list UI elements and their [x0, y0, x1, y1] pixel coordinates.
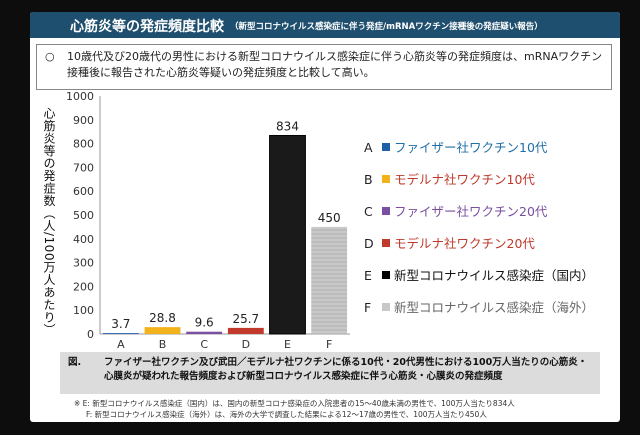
legend-letter: A	[364, 140, 373, 155]
x-tick-label-B: B	[159, 338, 167, 351]
footnote: ※ E: 新型コロナウイルス感染症（国内）は、国内の新型コロナ感染症の入院患者の…	[74, 398, 614, 420]
y-tick-label: 100	[73, 304, 94, 317]
page-title: 心筋炎等の発症頻度比較	[70, 19, 224, 35]
y-tick-label: 500	[73, 209, 94, 222]
figure-caption: 図. ファイザー社ワクチン及び武田／モデルナ社ワクチンに係る10代・20代男性に…	[60, 352, 600, 394]
y-tick-label: 800	[73, 138, 94, 151]
y-tick-label: 300	[73, 257, 94, 270]
page-subtitle: （新型コロナウイルス感染症に伴う発症/mRNAワクチン接種後の発症疑い報告）	[230, 22, 543, 32]
legend-item-A: A ファイザー社ワクチン10代	[364, 138, 547, 158]
slide: 心筋炎等の発症頻度比較 （新型コロナウイルス感染症に伴う発症/mRNAワクチン接…	[30, 12, 620, 422]
legend-swatch-icon	[382, 271, 390, 279]
legend-letter: C	[364, 204, 373, 219]
legend-label: ファイザー社ワクチン20代	[394, 204, 548, 219]
y-axis-label: 心筋炎等の発症数（人/100万人あたり）	[42, 106, 56, 336]
legend-label: 新型コロナウイルス感染症（国内）	[394, 268, 595, 283]
data-label-F: 450	[318, 211, 341, 225]
x-tick-label-A: A	[117, 338, 125, 351]
bar-F	[311, 226, 348, 334]
circle-bullet-icon: ○	[45, 50, 55, 63]
data-label-E: 834	[276, 120, 299, 134]
y-tick-label: 200	[73, 280, 94, 293]
x-tick-label-C: C	[200, 338, 208, 351]
legend-item-F: F 新型コロナウイルス感染症（海外）	[364, 298, 594, 318]
legend-item-C: C ファイザー社ワクチン20代	[364, 202, 547, 222]
y-tick-label: 400	[73, 233, 94, 246]
legend-letter: E	[364, 268, 372, 283]
figure-caption-text: ファイザー社ワクチン及び武田／モデルナ社ワクチンに係る10代・20代男性における…	[104, 357, 588, 382]
legend-label: 新型コロナウイルス感染症（海外）	[394, 300, 595, 315]
footnote-line-1: ※ E: 新型コロナウイルス感染症（国内）は、国内の新型コロナ感染症の入院患者の…	[74, 399, 515, 408]
x-tick-label-F: F	[326, 338, 332, 351]
bar-A	[102, 333, 139, 334]
bar-C	[186, 331, 223, 334]
bar-D	[227, 327, 264, 334]
legend-swatch-icon	[382, 303, 390, 311]
legend-item-E: E 新型コロナウイルス感染症（国内）	[364, 266, 594, 286]
legend-item-D: D モデルナ社ワクチン20代	[364, 234, 535, 254]
header-bar: 心筋炎等の発症頻度比較 （新型コロナウイルス感染症に伴う発症/mRNAワクチン接…	[30, 12, 620, 38]
legend-swatch-icon	[382, 207, 390, 215]
legend-swatch-icon	[382, 239, 390, 247]
y-tick-label: 700	[73, 161, 94, 174]
figure-label: 図.	[68, 357, 82, 368]
summary-note: ○ 10歳代及び20歳代の男性における新型コロナウイルス感染症に伴う心筋炎等の発…	[36, 44, 612, 90]
legend-letter: F	[364, 300, 372, 315]
data-label-B: 28.8	[149, 311, 176, 325]
legend-label: モデルナ社ワクチン10代	[394, 172, 535, 187]
y-tick-label: 600	[73, 185, 94, 198]
x-tick-label-D: D	[242, 338, 250, 351]
bar-B	[144, 327, 181, 334]
y-tick-label: 0	[87, 328, 94, 341]
legend-letter: D	[364, 236, 374, 251]
legend-item-B: B モデルナ社ワクチン10代	[364, 170, 535, 190]
summary-note-text: 10歳代及び20歳代の男性における新型コロナウイルス感染症に伴う心筋炎等の発症頻…	[67, 50, 603, 79]
data-label-C: 9.6	[195, 316, 214, 330]
bar-E	[269, 135, 306, 335]
data-label-D: 25.7	[232, 312, 259, 326]
legend-swatch-icon	[382, 143, 390, 151]
data-label-A: 3.7	[111, 317, 130, 331]
legend-label: モデルナ社ワクチン20代	[394, 236, 535, 251]
x-tick-label-E: E	[284, 338, 291, 351]
y-tick-label: 900	[73, 114, 94, 127]
y-tick-label: 1000	[66, 90, 94, 103]
footnote-line-2: F: 新型コロナウイルス感染症（海外）は、海外の大学で調査した結果による12〜1…	[86, 410, 487, 419]
legend-swatch-icon	[382, 175, 390, 183]
legend-label: ファイザー社ワクチン10代	[394, 140, 548, 155]
legend-letter: B	[364, 172, 373, 187]
bar-chart: 0 100 200 300 400 500 600 700 800 900 1000 3.7 A 28.8…	[66, 90, 350, 351]
